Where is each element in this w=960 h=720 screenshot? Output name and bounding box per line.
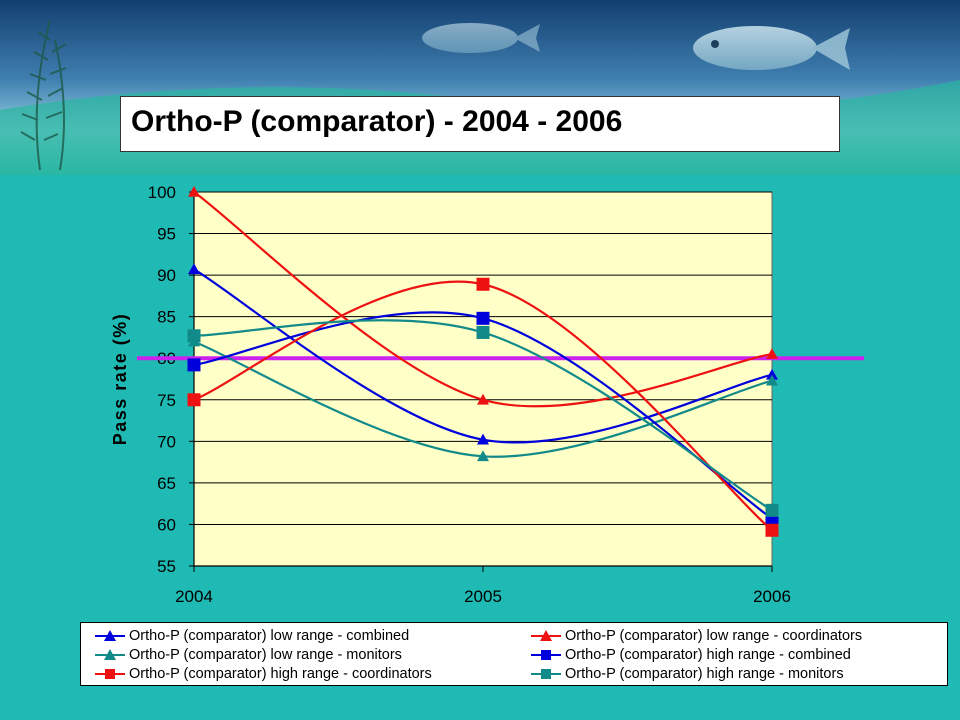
x-tick-label: 2004 xyxy=(175,587,213,606)
data-point xyxy=(765,503,779,517)
y-tick-label: 100 xyxy=(148,183,176,202)
legend-item: Ortho-P (comparator) high range - monito… xyxy=(531,665,844,683)
y-tick-label: 70 xyxy=(157,432,176,451)
data-point xyxy=(477,450,489,462)
legend-label: Ortho-P (comparator) high range - combin… xyxy=(565,647,851,663)
y-tick-label: 85 xyxy=(157,308,176,327)
legend-item: Ortho-P (comparator) low range - monitor… xyxy=(95,646,402,664)
data-point xyxy=(188,186,200,197)
data-point xyxy=(477,393,489,405)
legend-marker xyxy=(95,630,125,641)
legend-marker xyxy=(531,669,561,679)
data-point xyxy=(188,263,200,275)
data-point xyxy=(766,374,778,386)
series-1 xyxy=(188,263,778,445)
chart-legend: Ortho-P (comparator) low range - combine… xyxy=(80,622,948,686)
legend-label: Ortho-P (comparator) low range - monitor… xyxy=(129,647,402,663)
data-point xyxy=(476,325,490,339)
legend-label: Ortho-P (comparator) low range - coordin… xyxy=(565,628,863,644)
y-axis-label: Pass rate (%) xyxy=(110,313,130,446)
series-6 xyxy=(187,319,779,517)
x-tick-label: 2005 xyxy=(464,587,502,606)
legend-item: Ortho-P (comparator) high range - coordi… xyxy=(95,665,432,683)
fish-icon xyxy=(422,23,540,53)
data-point xyxy=(765,523,779,537)
slide-title-box: Ortho-P (comparator) - 2004 - 2006 xyxy=(120,96,840,152)
legend-label: Ortho-P (comparator) high range - coordi… xyxy=(129,666,432,682)
data-point xyxy=(187,358,201,372)
legend-item: Ortho-P (comparator) high range - combin… xyxy=(531,646,851,664)
y-tick-label: 75 xyxy=(157,391,176,410)
data-point xyxy=(766,348,778,359)
series-5 xyxy=(187,277,779,537)
plot-area xyxy=(193,191,773,567)
data-point xyxy=(187,329,201,343)
y-tick-label: 95 xyxy=(157,225,176,244)
y-tick-label: 60 xyxy=(157,515,176,534)
legend-label: Ortho-P (comparator) low range - combine… xyxy=(129,628,410,644)
legend-label: Ortho-P (comparator) high range - monito… xyxy=(565,666,844,682)
data-point xyxy=(187,393,201,407)
legend-item: Ortho-P (comparator) low range - combine… xyxy=(95,627,409,645)
data-point xyxy=(476,311,490,325)
data-point xyxy=(477,433,489,445)
y-tick-label: 65 xyxy=(157,474,176,493)
legend-marker xyxy=(95,669,125,679)
y-tick-label: 55 xyxy=(157,557,176,576)
legend-marker xyxy=(531,630,561,641)
y-tick-label: 90 xyxy=(157,266,176,285)
legend-marker xyxy=(531,650,561,660)
fish-icon xyxy=(693,26,850,70)
plant-icon xyxy=(20,19,67,171)
legend-item: Ortho-P (comparator) low range - coordin… xyxy=(531,627,862,645)
legend-marker xyxy=(95,649,125,660)
x-tick-label: 2006 xyxy=(753,587,791,606)
series-2 xyxy=(188,186,778,408)
data-point xyxy=(766,368,778,380)
slide-title: Ortho-P (comparator) - 2004 - 2006 xyxy=(131,105,623,138)
data-point xyxy=(476,277,490,291)
